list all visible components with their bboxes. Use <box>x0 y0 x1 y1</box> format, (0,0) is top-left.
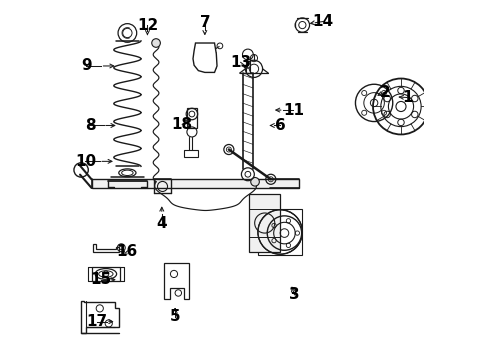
Text: 7: 7 <box>199 15 210 31</box>
Text: 13: 13 <box>230 55 251 70</box>
Text: 18: 18 <box>172 117 193 132</box>
Polygon shape <box>248 194 280 252</box>
Text: 6: 6 <box>275 118 286 133</box>
Polygon shape <box>193 43 217 72</box>
Text: 8: 8 <box>85 118 96 133</box>
Text: 3: 3 <box>289 287 300 302</box>
Polygon shape <box>164 263 189 299</box>
Polygon shape <box>93 244 119 252</box>
Text: 10: 10 <box>75 154 96 169</box>
Circle shape <box>103 271 109 277</box>
Polygon shape <box>187 108 197 129</box>
Polygon shape <box>92 267 120 281</box>
Text: 2: 2 <box>379 85 390 100</box>
Polygon shape <box>81 301 119 333</box>
Text: 11: 11 <box>283 103 304 118</box>
Text: 5: 5 <box>170 310 180 324</box>
Text: 14: 14 <box>313 14 334 29</box>
Circle shape <box>152 39 160 47</box>
Polygon shape <box>184 150 197 157</box>
Text: 4: 4 <box>156 216 167 230</box>
Text: 15: 15 <box>90 272 111 287</box>
Text: 12: 12 <box>137 18 158 33</box>
Polygon shape <box>92 179 299 188</box>
Text: 17: 17 <box>87 314 108 329</box>
Text: 16: 16 <box>117 243 138 258</box>
Circle shape <box>251 177 259 186</box>
Text: 9: 9 <box>81 58 92 73</box>
Polygon shape <box>258 209 302 255</box>
Text: 1: 1 <box>402 90 413 105</box>
